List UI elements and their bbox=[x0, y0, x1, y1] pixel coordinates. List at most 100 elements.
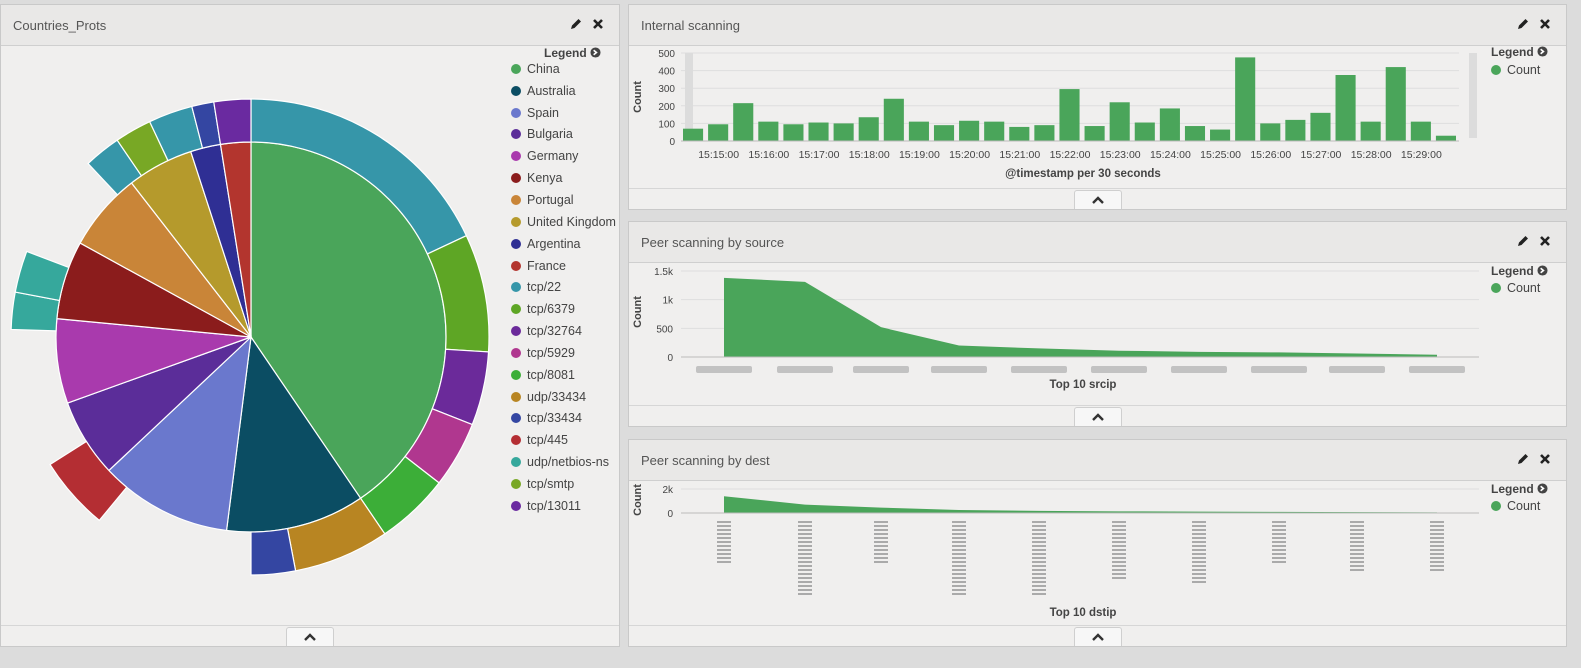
bar bbox=[1285, 119, 1306, 141]
blurred-ip-label bbox=[874, 541, 888, 543]
legend-item[interactable]: udp/netbios-ns bbox=[511, 451, 616, 473]
legend-item-count[interactable]: Count bbox=[1491, 59, 1540, 81]
legend-dot bbox=[511, 369, 521, 380]
bar bbox=[1084, 126, 1105, 141]
legend-toggle[interactable]: Legend bbox=[1491, 45, 1548, 59]
pencil-icon[interactable] bbox=[1516, 234, 1530, 248]
legend-toggle[interactable]: Legend bbox=[544, 46, 601, 60]
legend-item[interactable]: France bbox=[511, 255, 616, 277]
panel-title: Peer scanning by source bbox=[641, 235, 785, 250]
legend-item[interactable]: tcp/445 bbox=[511, 429, 616, 451]
blurred-ip-label bbox=[952, 541, 966, 543]
close-icon[interactable] bbox=[591, 17, 605, 31]
legend-dot bbox=[511, 326, 521, 337]
legend-label: tcp/33434 bbox=[527, 411, 582, 426]
legend-item[interactable]: Kenya bbox=[511, 167, 616, 189]
blurred-ip-label bbox=[717, 553, 731, 555]
legend-item[interactable]: Argentina bbox=[511, 233, 616, 255]
blurred-ip-label bbox=[717, 537, 731, 539]
pencil-icon[interactable] bbox=[569, 17, 583, 31]
legend-item[interactable]: tcp/13011 bbox=[511, 495, 616, 517]
legend-dot bbox=[511, 391, 521, 402]
legend-dot bbox=[511, 85, 521, 96]
blurred-ip-label bbox=[1112, 561, 1126, 563]
legend-label: tcp/32764 bbox=[527, 324, 582, 339]
blurred-ip-label bbox=[1112, 577, 1126, 579]
blurred-ip-label bbox=[1272, 549, 1286, 551]
arrow-circle-icon bbox=[1537, 265, 1548, 276]
legend-item[interactable]: tcp/33434 bbox=[511, 408, 616, 430]
legend-label: udp/netbios-ns bbox=[527, 455, 610, 470]
x-tick-label: 15:23:00 bbox=[1100, 149, 1141, 161]
panel-header: Peer scanning by dest bbox=[629, 440, 1566, 481]
x-tick-label: 15:27:00 bbox=[1301, 149, 1342, 161]
blurred-ip-label bbox=[717, 529, 731, 531]
legend-item[interactable]: udp/33434 bbox=[511, 386, 616, 408]
blurred-ip-label bbox=[1192, 529, 1206, 531]
blurred-ip-label bbox=[798, 545, 812, 547]
legend-dot bbox=[1491, 64, 1501, 75]
blurred-ip-label bbox=[798, 593, 812, 595]
legend-dot bbox=[1491, 282, 1501, 293]
legend-item[interactable]: Australia bbox=[511, 80, 616, 102]
legend-label: United Kingdom bbox=[527, 214, 616, 229]
legend-item[interactable]: tcp/smtp bbox=[511, 473, 616, 495]
bar bbox=[959, 120, 980, 141]
legend-item-count[interactable]: Count bbox=[1491, 495, 1540, 517]
blurred-ip-label bbox=[952, 521, 966, 523]
blurred-ip-label bbox=[1171, 366, 1227, 373]
blurred-ip-label bbox=[952, 569, 966, 571]
legend-toggle[interactable]: Legend bbox=[1491, 264, 1548, 278]
blurred-ip-label bbox=[798, 537, 812, 539]
blurred-ip-label bbox=[798, 581, 812, 583]
collapse-button[interactable] bbox=[1073, 190, 1122, 209]
legend-dot bbox=[511, 478, 521, 489]
legend-dot bbox=[511, 304, 521, 315]
blurred-ip-label bbox=[1112, 533, 1126, 535]
legend-item[interactable]: Bulgaria bbox=[511, 124, 616, 146]
collapse-button[interactable] bbox=[1073, 407, 1122, 426]
collapse-button[interactable] bbox=[1073, 627, 1122, 646]
blurred-ip-label bbox=[717, 557, 731, 559]
blurred-ip-label bbox=[1409, 366, 1465, 373]
legend-item[interactable]: Spain bbox=[511, 102, 616, 124]
outer-slice-tcp-13011 bbox=[213, 98, 252, 146]
bar bbox=[1435, 135, 1456, 141]
legend-item[interactable]: United Kingdom bbox=[511, 211, 616, 233]
blurred-ip-label bbox=[1091, 366, 1147, 373]
legend-item[interactable]: tcp/6379 bbox=[511, 298, 616, 320]
pencil-icon[interactable] bbox=[1516, 17, 1530, 31]
arrow-circle-icon bbox=[1537, 46, 1548, 57]
bar bbox=[858, 117, 879, 141]
legend-item[interactable]: tcp/22 bbox=[511, 276, 616, 298]
close-icon[interactable] bbox=[1538, 17, 1552, 31]
legend-item[interactable]: tcp/32764 bbox=[511, 320, 616, 342]
blurred-ip-label bbox=[1350, 537, 1364, 539]
collapse-button[interactable] bbox=[286, 627, 334, 646]
close-icon[interactable] bbox=[1538, 234, 1552, 248]
blurred-ip-label bbox=[1272, 529, 1286, 531]
close-icon[interactable] bbox=[1538, 452, 1552, 466]
blurred-ip-label bbox=[1272, 533, 1286, 535]
y-tick-label: 0 bbox=[667, 509, 673, 520]
legend-item[interactable]: tcp/8081 bbox=[511, 364, 616, 386]
x-tick-label: 15:25:00 bbox=[1200, 149, 1241, 161]
blurred-ip-label bbox=[1032, 553, 1046, 555]
legend-item[interactable]: tcp/5929 bbox=[511, 342, 616, 364]
blurred-ip-label bbox=[1430, 545, 1444, 547]
legend-label: China bbox=[527, 61, 560, 76]
legend-toggle[interactable]: Legend bbox=[1491, 482, 1548, 496]
legend-item-count[interactable]: Count bbox=[1491, 277, 1540, 299]
area-series bbox=[724, 496, 1437, 513]
y-tick-label: 0 bbox=[669, 137, 675, 148]
legend-title: Legend bbox=[1491, 45, 1534, 59]
legend-item[interactable]: China bbox=[511, 58, 616, 80]
blurred-ip-label bbox=[874, 537, 888, 539]
legend-item[interactable]: Portugal bbox=[511, 189, 616, 211]
bar bbox=[1335, 75, 1356, 141]
blurred-ip-label bbox=[1350, 561, 1364, 563]
blurred-ip-label bbox=[1192, 581, 1206, 583]
pencil-icon[interactable] bbox=[1516, 452, 1530, 466]
blurred-ip-label bbox=[1032, 569, 1046, 571]
legend-item[interactable]: Germany bbox=[511, 145, 616, 167]
